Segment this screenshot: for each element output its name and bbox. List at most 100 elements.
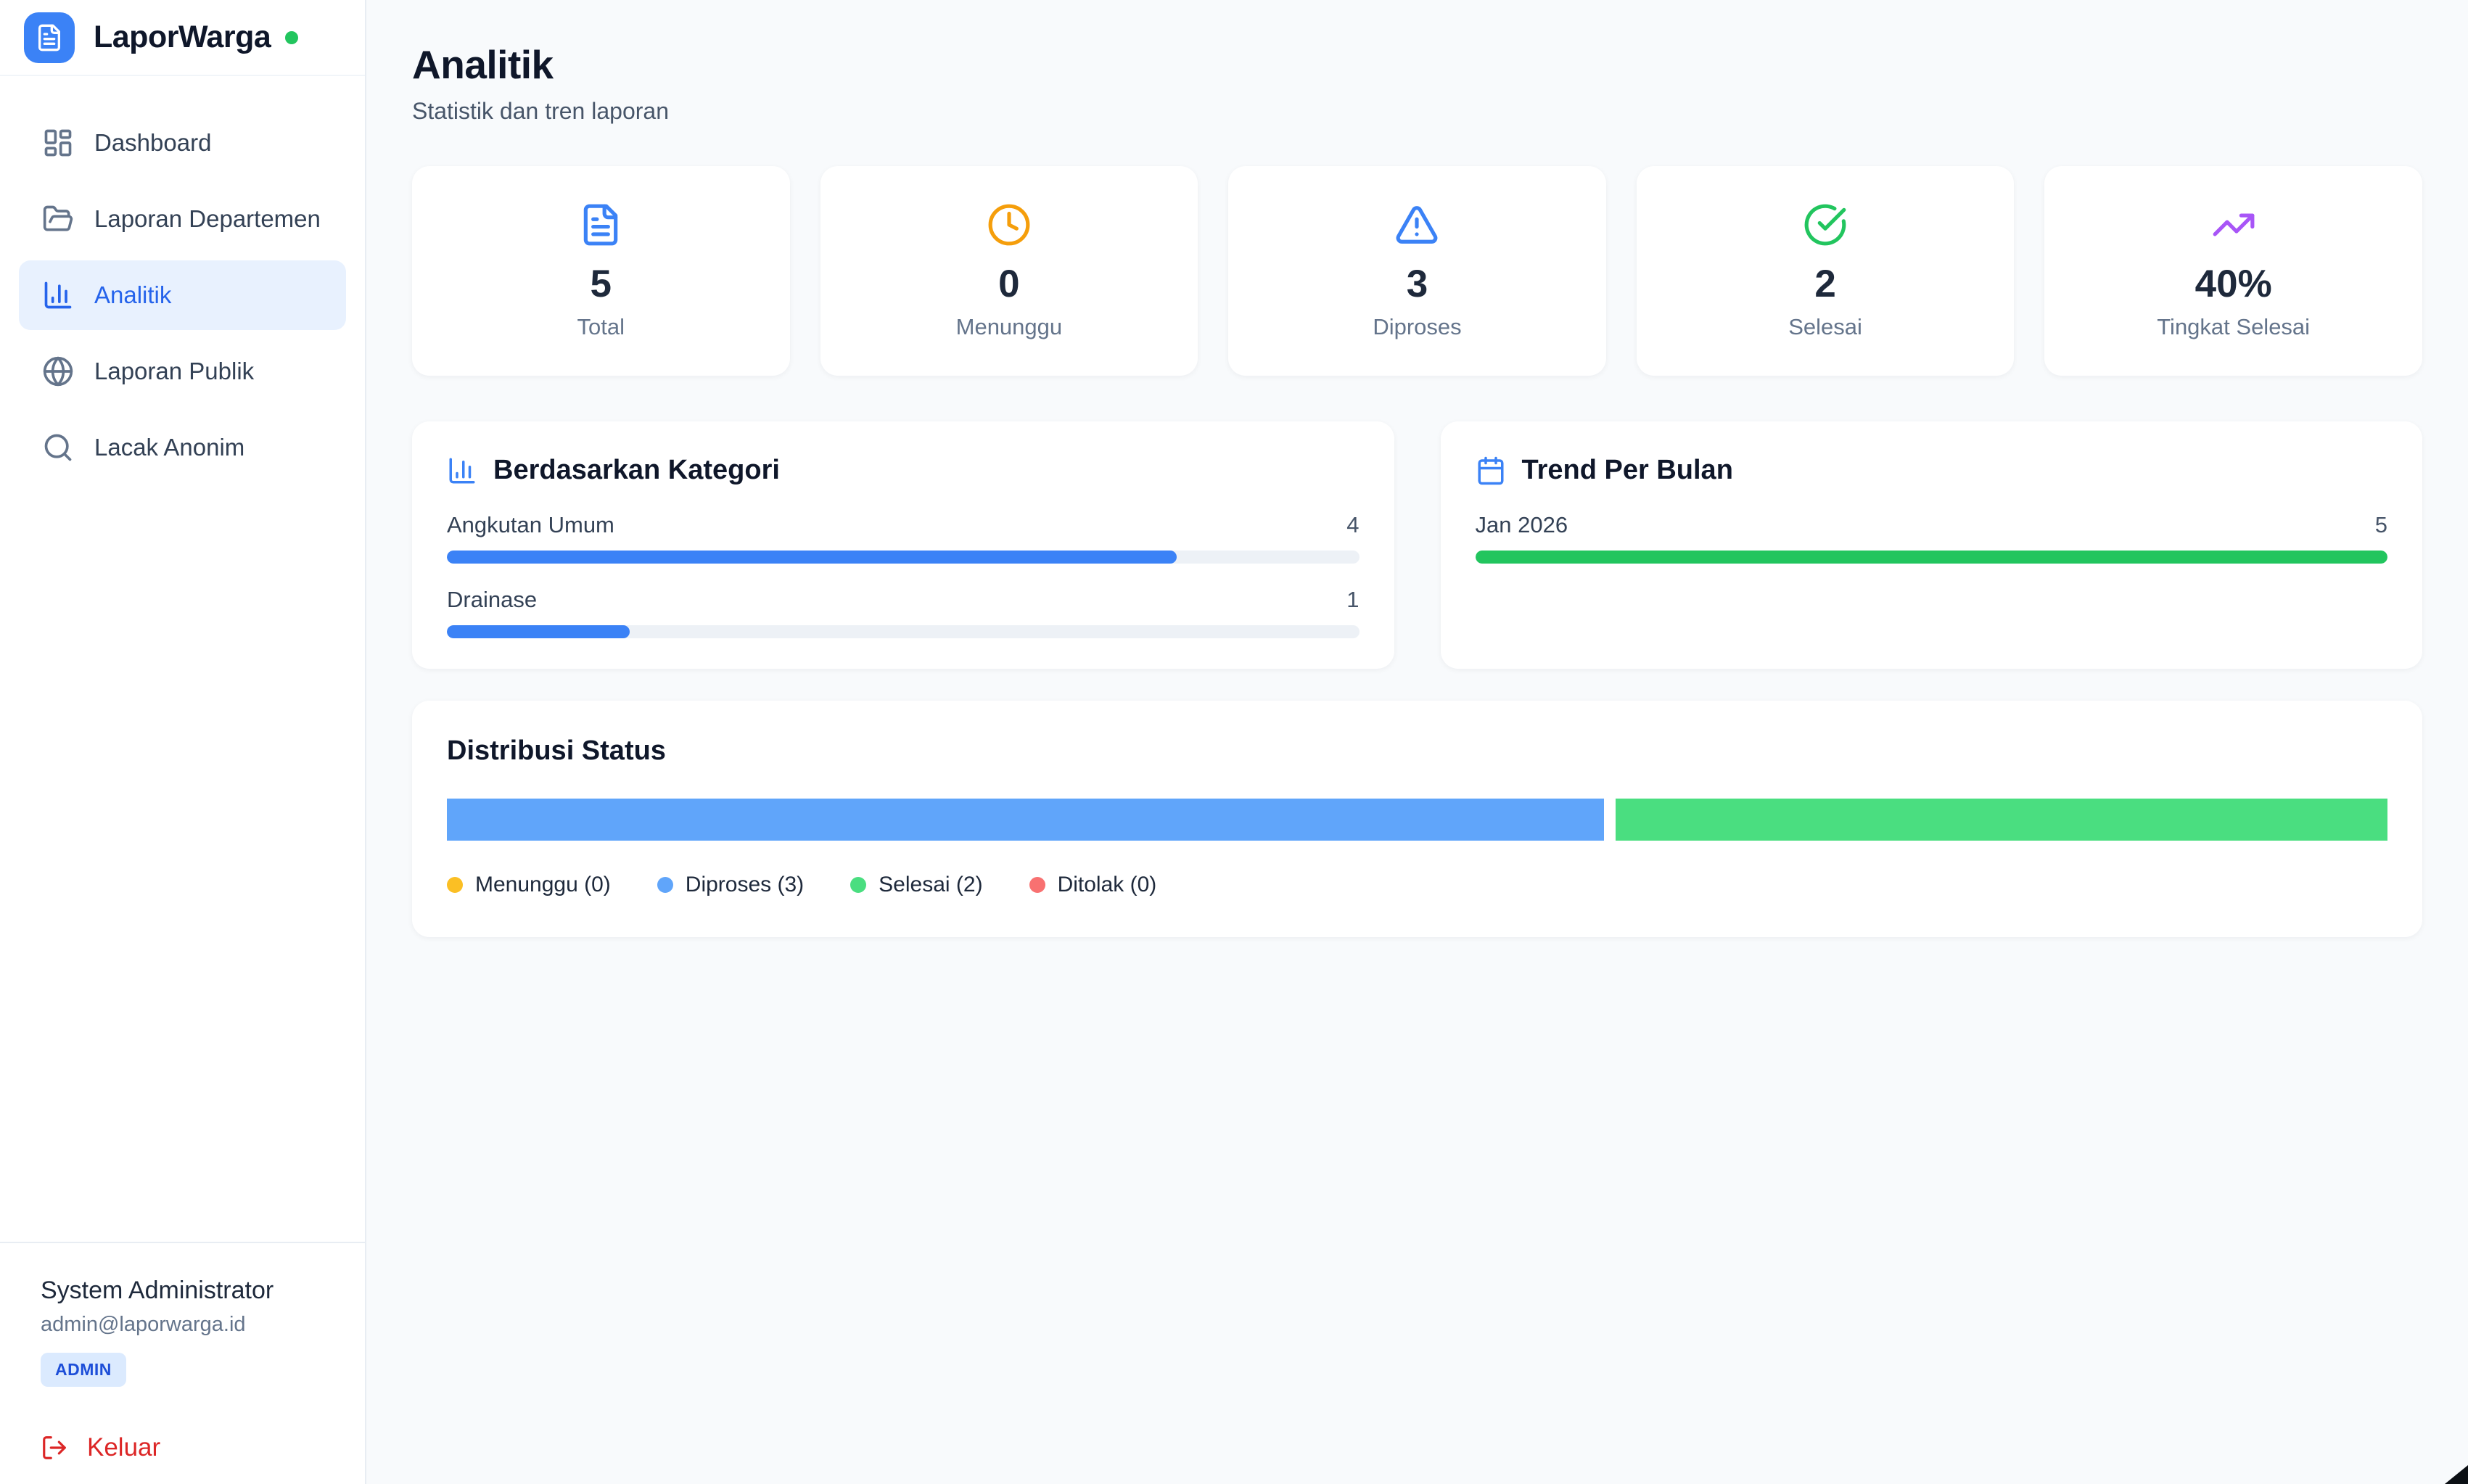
legend-dot [657, 877, 673, 893]
logout-icon [41, 1434, 68, 1462]
stat-value: 3 [1406, 262, 1428, 305]
legend-item-selesai-2-: Selesai (2) [850, 873, 983, 897]
stat-label: Total [577, 313, 625, 339]
trend-panel-title: Trend Per Bulan [1521, 455, 1733, 485]
check-circle-icon [1803, 202, 1848, 247]
status-distribution-panel: Distribusi Status Menunggu (0) Diproses (… [412, 701, 2422, 937]
sidebar-item-label: Lacak Anonim [94, 434, 245, 461]
folder-open-icon [42, 203, 74, 235]
app-title: LaporWarga [94, 20, 271, 54]
metric-row-jan-2026: Jan 2026 5 [1475, 512, 2388, 564]
dashboard-icon [42, 127, 74, 159]
metric-row-header: Drainase 1 [447, 587, 1360, 613]
charts-row: Berdasarkan Kategori Angkutan Umum 4 Drain… [412, 421, 2422, 669]
clock-icon [987, 202, 1032, 247]
category-panel-title: Berdasarkan Kategori [493, 455, 780, 485]
sidebar-nav: Dashboard Laporan Departemen Analitik Lapor… [0, 76, 365, 482]
status-segment-selesai [1616, 799, 2387, 841]
sidebar-item-laporan-publik[interactable]: Laporan Publik [19, 337, 346, 406]
stat-card-total: 5 Total [412, 166, 790, 376]
metric-value: 1 [1346, 587, 1360, 612]
metric-label: Angkutan Umum [447, 512, 614, 537]
stat-value: 2 [1814, 262, 1836, 305]
user-email: admin@laporwarga.id [41, 1313, 246, 1336]
metric-row-drainase: Drainase 1 [447, 587, 1360, 638]
legend-label: Selesai (2) [879, 873, 983, 896]
logout-label: Keluar [87, 1433, 161, 1462]
sidebar-user-section: System Administrator admin@laporwarga.id… [0, 1242, 365, 1484]
stats-row: 5 Total 0 Menunggu 3 Diproses 2 Selesai 40% Tingk… [412, 166, 2422, 376]
stat-card-diproses: 3 Diproses [1228, 166, 1606, 376]
bar-chart-icon [42, 279, 74, 311]
stat-label: Diproses [1373, 313, 1462, 339]
app-logo [24, 12, 75, 63]
status-panel-title: Distribusi Status [447, 735, 666, 766]
sidebar-item-label: Dashboard [94, 129, 212, 156]
progress-track [447, 551, 1360, 564]
file-text-icon [578, 202, 623, 247]
status-stacked-bar [447, 799, 2387, 841]
calendar-icon [1476, 455, 1506, 486]
legend-label: Ditolak (0) [1057, 873, 1157, 896]
metric-row-angkutan-umum: Angkutan Umum 4 [447, 512, 1360, 564]
main-content: Analitik Statistik dan tren laporan 5 Tot… [366, 0, 2468, 1484]
legend-item-menunggu-0-: Menunggu (0) [447, 873, 611, 897]
bar-chart-icon [447, 455, 477, 486]
trend-panel-header: Trend Per Bulan [1476, 455, 2388, 486]
legend-item-diproses-3-: Diproses (3) [657, 873, 804, 897]
online-status-dot [285, 30, 299, 44]
user-name: System Administrator [41, 1277, 274, 1304]
legend-item-ditolak-0-: Ditolak (0) [1029, 873, 1157, 897]
sidebar-item-lacak-anonim[interactable]: Lacak Anonim [19, 413, 346, 482]
page-title: Analitik [412, 42, 554, 87]
globe-icon [42, 355, 74, 387]
progress-fill [1475, 551, 2387, 564]
progress-track [447, 625, 1360, 638]
sidebar-item-analitik[interactable]: Analitik [19, 260, 346, 330]
file-text-icon [35, 23, 64, 52]
sidebar-item-laporan-departemen[interactable]: Laporan Departemen [19, 184, 346, 254]
stat-value: 5 [590, 262, 612, 305]
stat-card-tingkat-selesai: 40% Tingkat Selesai [2044, 166, 2422, 376]
metric-row-header: Angkutan Umum 4 [447, 512, 1360, 538]
stat-card-menunggu: 0 Menunggu [820, 166, 1198, 376]
progress-fill [447, 551, 1177, 564]
legend-label: Menunggu (0) [475, 873, 611, 896]
trend-panel: Trend Per Bulan Jan 2026 5 [1440, 421, 2422, 669]
trending-up-icon [2211, 202, 2256, 247]
status-segment-diproses [447, 799, 1605, 841]
stat-value: 40% [2195, 262, 2272, 305]
metric-label: Jan 2026 [1475, 512, 1568, 537]
category-rows: Angkutan Umum 4 Drainase 1 [447, 512, 1360, 638]
sidebar-item-label: Laporan Departemen [94, 205, 321, 232]
brand[interactable]: LaporWarga [0, 0, 365, 76]
legend-dot [1029, 877, 1045, 893]
sidebar: LaporWarga Dashboard Laporan Departemen An… [0, 0, 366, 1484]
mouse-cursor [2445, 1465, 2468, 1484]
metric-row-header: Jan 2026 5 [1476, 512, 2388, 538]
sidebar-item-dashboard[interactable]: Dashboard [19, 108, 346, 178]
logout-button[interactable]: Keluar [41, 1433, 324, 1462]
legend-label: Diproses (3) [685, 873, 805, 896]
stat-value: 0 [998, 262, 1020, 305]
sidebar-item-label: Analitik [94, 281, 172, 308]
category-panel-header: Berdasarkan Kategori [447, 455, 1360, 486]
legend-dot [850, 877, 867, 893]
trend-rows: Jan 2026 5 [1475, 512, 2388, 564]
metric-label: Drainase [447, 587, 538, 612]
search-icon [42, 432, 74, 463]
progress-track [1475, 551, 2387, 564]
page-subtitle: Statistik dan tren laporan [412, 98, 669, 124]
category-panel: Berdasarkan Kategori Angkutan Umum 4 Drain… [412, 421, 1394, 669]
stat-card-selesai: 2 Selesai [1636, 166, 2015, 376]
metric-value: 5 [2374, 512, 2387, 537]
stat-label: Menunggu [955, 313, 1063, 339]
progress-fill [447, 625, 630, 638]
metric-value: 4 [1346, 512, 1360, 537]
stat-label: Selesai [1788, 313, 1862, 339]
alert-triangle-icon [1394, 202, 1439, 247]
stat-label: Tingkat Selesai [2157, 313, 2311, 339]
role-badge: ADMIN [41, 1353, 126, 1387]
legend-dot [447, 877, 463, 893]
